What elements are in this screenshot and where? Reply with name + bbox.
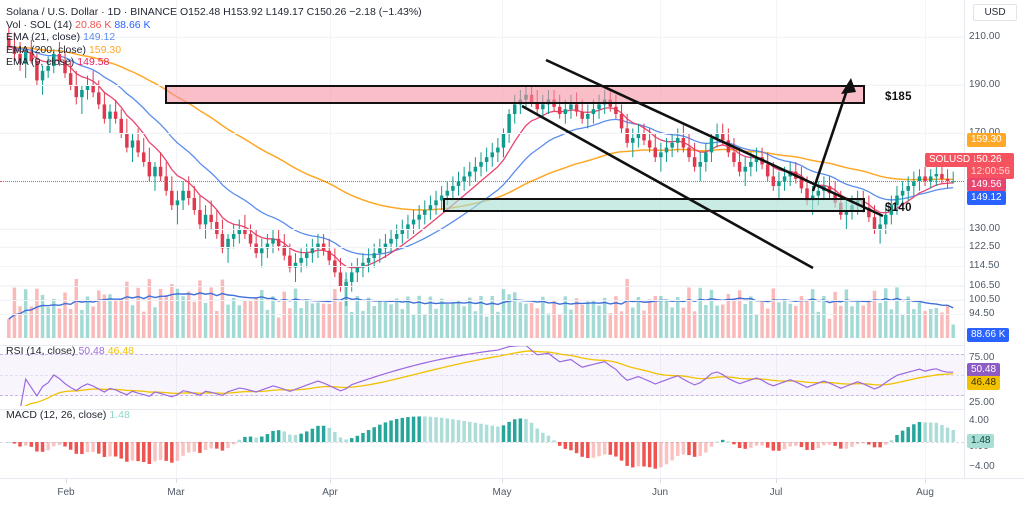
time-axis-label-apr: Apr <box>322 487 338 498</box>
resistance-zone-label: $185 <box>885 91 912 104</box>
macd-axis-tick: 4.00 <box>969 415 989 426</box>
time-axis-tick <box>66 479 67 483</box>
volume-ma-axis-tag: 88.66 K <box>967 328 1010 342</box>
macd-pane[interactable]: MACD (12, 26, close) 1.48 <box>0 409 964 478</box>
ema200-axis-tag: 159.30 <box>967 133 1006 147</box>
time-axis-tick <box>176 479 177 483</box>
gridline-vertical <box>925 410 926 478</box>
pane-divider-rsi <box>0 345 964 346</box>
ema9-axis-tag: 149.56 <box>967 178 1006 192</box>
pane-divider-macd <box>0 409 964 410</box>
gridline-horizontal <box>0 229 964 231</box>
time-axis-label-aug: Aug <box>916 487 934 498</box>
price-axis-tick: 100.50 <box>969 294 1001 305</box>
macd-chart-canvas <box>7 416 955 469</box>
gridline-vertical <box>176 0 177 340</box>
gridline-vertical <box>176 410 177 478</box>
time-axis-tick <box>925 479 926 483</box>
time-axis-label-jul: Jul <box>769 487 783 498</box>
time-axis-label-jun: Jun <box>651 487 669 498</box>
rsi-midline <box>0 375 964 376</box>
time-axis-tick <box>776 479 777 483</box>
channel-upper-trendline[interactable] <box>545 58 884 218</box>
support-zone-label: $140 <box>885 202 912 214</box>
time-axis-label-may: May <box>492 487 512 498</box>
rsi-ma-axis-tag: 46.48 <box>967 376 1001 390</box>
time-axis-label-mar: Mar <box>167 487 185 498</box>
price-axis-tick: 122.50 <box>969 241 1001 253</box>
rsi-axis-tick: 75.00 <box>969 352 995 363</box>
last-price-line <box>0 180 964 182</box>
macd-axis-tag: 1.48 <box>967 434 995 448</box>
bullish-target-arrow[interactable] <box>811 83 851 192</box>
gridline-vertical <box>925 346 926 406</box>
gridline-horizontal <box>0 266 964 268</box>
gridline-vertical <box>660 410 661 478</box>
time-axis-label-feb: Feb <box>57 487 75 498</box>
rsi-axis-tag: 50.48 <box>967 363 1001 377</box>
gridline-horizontal <box>0 37 964 39</box>
rsi-pane[interactable]: RSI (14, close) 50.48 46.48 <box>0 345 964 406</box>
support-zone-140[interactable] <box>443 198 865 213</box>
price-axis-tick: 94.50 <box>969 308 995 320</box>
price-axis-tick: 210.00 <box>969 31 1001 43</box>
bar-countdown: 12:00:56 <box>971 166 1010 177</box>
last-price-value: 150.26 <box>971 154 1002 165</box>
price-axis[interactable]: USD 210.00 190.00 170.00 130.00 122.50 114.50… <box>925 0 1024 478</box>
rsi-chart-canvas <box>20 346 954 406</box>
time-axis-tick <box>330 479 331 483</box>
gridline-vertical <box>502 0 503 340</box>
gridline-vertical <box>176 346 177 406</box>
gridline-vertical <box>330 0 331 340</box>
arrow-head-icon <box>841 78 856 94</box>
gridline-vertical <box>776 410 777 478</box>
gridline-vertical <box>660 346 661 406</box>
gridline-horizontal <box>0 247 964 249</box>
time-axis[interactable]: Feb Mar Apr May Jun Jul Aug <box>0 478 1024 506</box>
price-axis-tick: 170.00 <box>969 127 1024 138</box>
gridline-horizontal <box>0 300 964 301</box>
gridline-vertical <box>776 0 777 340</box>
gridline-vertical <box>776 346 777 406</box>
gridline-horizontal <box>0 285 964 287</box>
price-axis-tick: 130.00 <box>969 223 1001 235</box>
symbol-axis-tag: SOLUSD <box>925 153 975 167</box>
gridline-vertical <box>502 410 503 478</box>
price-pane[interactable]: $185 $140 Solana / U.S. Dollar · 1D · BI… <box>0 0 964 340</box>
gridline-vertical <box>330 410 331 478</box>
currency-unit-label: USD <box>973 4 1017 21</box>
gridline-horizontal <box>0 133 964 135</box>
ema21-axis-tag: 149.12 <box>967 191 1006 205</box>
last-price-axis-tag[interactable]: 150.26 12:00:56 <box>967 153 1014 179</box>
macd-axis-tick: −4.00 <box>969 461 995 472</box>
time-axis-tick <box>502 479 503 483</box>
price-axis-tick: 106.50 <box>969 279 1001 291</box>
macd-zero-line <box>0 442 964 443</box>
time-axis-tick <box>660 479 661 483</box>
drawing-overlay[interactable] <box>0 0 964 340</box>
channel-lower-trendline[interactable] <box>521 104 814 270</box>
gridline-vertical <box>330 346 331 406</box>
price-axis-tick: 190.00 <box>969 79 1001 91</box>
gridline-vertical <box>502 346 503 406</box>
gridline-horizontal <box>0 314 964 316</box>
resistance-zone-185[interactable] <box>165 85 865 105</box>
price-axis-tick: 114.50 <box>969 260 1000 272</box>
rsi-axis-tick: 25.00 <box>969 397 995 408</box>
